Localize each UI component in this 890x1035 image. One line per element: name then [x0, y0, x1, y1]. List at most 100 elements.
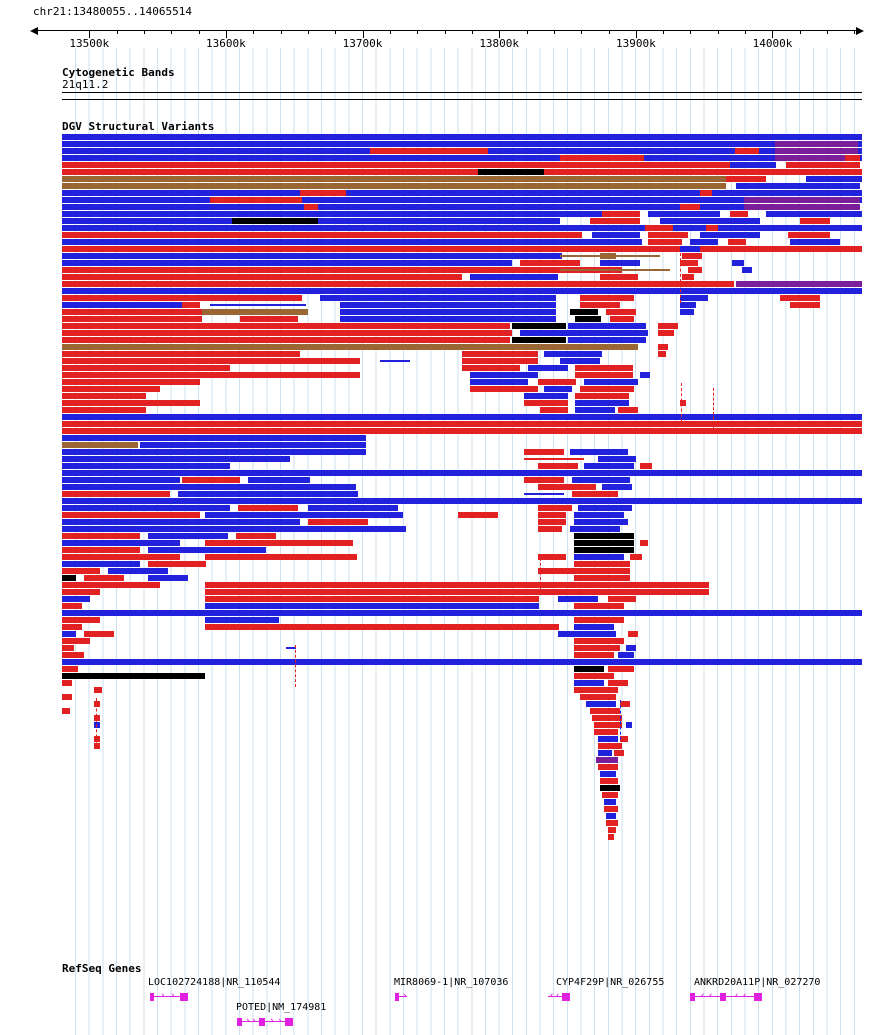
variant-bar[interactable] — [62, 449, 366, 455]
variant-bar[interactable] — [790, 239, 840, 245]
variant-bar[interactable] — [62, 428, 862, 434]
variant-bar[interactable] — [700, 190, 712, 196]
variant-bar[interactable] — [590, 708, 620, 714]
variant-bar[interactable] — [108, 568, 168, 574]
variant-bar[interactable] — [574, 533, 634, 539]
variant-bar[interactable] — [62, 596, 90, 602]
variant-bar[interactable] — [574, 547, 634, 553]
variant-bar[interactable] — [62, 400, 200, 406]
variant-bar[interactable] — [62, 624, 82, 630]
variant-bar[interactable] — [592, 232, 640, 238]
variant-bar[interactable] — [775, 141, 858, 147]
variant-bar[interactable] — [520, 260, 580, 266]
variant-bar[interactable] — [62, 435, 366, 441]
variant-bar[interactable] — [586, 701, 616, 707]
variant-bar[interactable] — [62, 540, 180, 546]
variant-bar[interactable] — [640, 463, 652, 469]
variant-bar[interactable] — [602, 792, 618, 798]
variant-bar[interactable] — [148, 561, 206, 567]
variant-bar[interactable] — [660, 218, 760, 224]
variant-bar[interactable] — [62, 638, 90, 644]
variant-bar[interactable] — [730, 211, 748, 217]
gene-glyph[interactable]: › › — [150, 991, 188, 1003]
variant-bar[interactable] — [62, 358, 360, 364]
variant-bar[interactable] — [62, 456, 290, 462]
gene-glyph[interactable]: ‹ ‹ — [548, 991, 570, 1003]
variant-bar[interactable] — [512, 337, 566, 343]
variant-bar[interactable] — [680, 400, 686, 406]
variant-bar[interactable] — [575, 407, 615, 413]
variant-bar[interactable] — [680, 309, 694, 315]
variant-bar[interactable] — [205, 589, 709, 595]
variant-bar[interactable] — [62, 316, 202, 322]
variant-bar[interactable] — [680, 302, 696, 308]
variant-bar[interactable] — [590, 218, 640, 224]
variant-bar[interactable] — [380, 360, 410, 362]
variant-bar[interactable] — [62, 190, 862, 196]
variant-bar[interactable] — [524, 477, 564, 483]
variant-bar[interactable] — [148, 533, 228, 539]
variant-bar[interactable] — [62, 295, 302, 301]
variant-bar[interactable] — [62, 302, 182, 308]
variant-bar[interactable] — [62, 134, 862, 140]
variant-bar[interactable] — [62, 547, 140, 553]
variant-bar[interactable] — [470, 274, 558, 280]
variant-bar[interactable] — [62, 582, 160, 588]
variant-bar[interactable] — [598, 736, 618, 742]
variant-bar[interactable] — [594, 722, 622, 728]
variant-bar[interactable] — [574, 645, 620, 651]
variant-bar[interactable] — [62, 351, 300, 357]
variant-bar[interactable] — [580, 694, 616, 700]
variant-bar[interactable] — [62, 673, 205, 679]
variant-bar[interactable] — [62, 414, 862, 420]
variant-bar[interactable] — [205, 512, 403, 518]
variant-bar[interactable] — [202, 309, 308, 315]
variant-bar[interactable] — [736, 281, 862, 287]
variant-bar[interactable] — [308, 505, 398, 511]
variant-bar[interactable] — [608, 666, 634, 672]
variant-bar[interactable] — [600, 771, 616, 777]
variant-bar[interactable] — [610, 316, 634, 322]
gene-label[interactable]: MIR8069-1|NR_107036 — [394, 977, 509, 988]
variant-bar[interactable] — [62, 491, 170, 497]
variant-bar[interactable] — [658, 323, 678, 329]
variant-bar[interactable] — [62, 204, 804, 210]
variant-bar[interactable] — [62, 386, 160, 392]
variant-bar[interactable] — [62, 176, 726, 182]
variant-bar[interactable] — [618, 652, 634, 658]
variant-bar[interactable] — [62, 141, 862, 147]
variant-bar[interactable] — [370, 148, 488, 154]
variant-bar[interactable] — [574, 519, 628, 525]
variant-bar[interactable] — [575, 393, 629, 399]
variant-bar[interactable] — [606, 820, 618, 826]
variant-bar[interactable] — [62, 512, 200, 518]
variant-bar[interactable] — [584, 379, 638, 385]
variant-bar[interactable] — [528, 365, 568, 371]
variant-bar[interactable] — [608, 596, 636, 602]
variant-bar[interactable] — [578, 505, 632, 511]
variant-bar[interactable] — [62, 218, 232, 224]
variant-bar[interactable] — [560, 155, 644, 161]
variant-bar[interactable] — [592, 715, 622, 721]
variant-bar[interactable] — [682, 253, 702, 259]
variant-bar[interactable] — [580, 295, 634, 301]
variant-bar[interactable] — [658, 344, 668, 350]
variant-bar[interactable] — [648, 211, 720, 217]
variant-bar[interactable] — [236, 533, 276, 539]
variant-bar[interactable] — [628, 631, 638, 637]
variant-bar[interactable] — [728, 239, 746, 245]
variant-bar[interactable] — [845, 155, 860, 161]
variant-bar[interactable] — [538, 379, 576, 385]
variant-bar[interactable] — [62, 505, 230, 511]
variant-bar[interactable] — [210, 304, 306, 306]
variant-bar[interactable] — [560, 269, 670, 271]
variant-bar[interactable] — [148, 547, 266, 553]
pan-left-arrow-icon[interactable] — [30, 27, 38, 35]
variant-bar[interactable] — [640, 540, 648, 546]
pan-right-arrow-icon[interactable] — [856, 27, 864, 35]
variant-bar[interactable] — [62, 211, 602, 217]
variant-bar[interactable] — [62, 372, 360, 378]
variant-bar[interactable] — [205, 554, 357, 560]
variant-bar[interactable] — [524, 400, 568, 406]
variant-bar[interactable] — [62, 246, 862, 252]
